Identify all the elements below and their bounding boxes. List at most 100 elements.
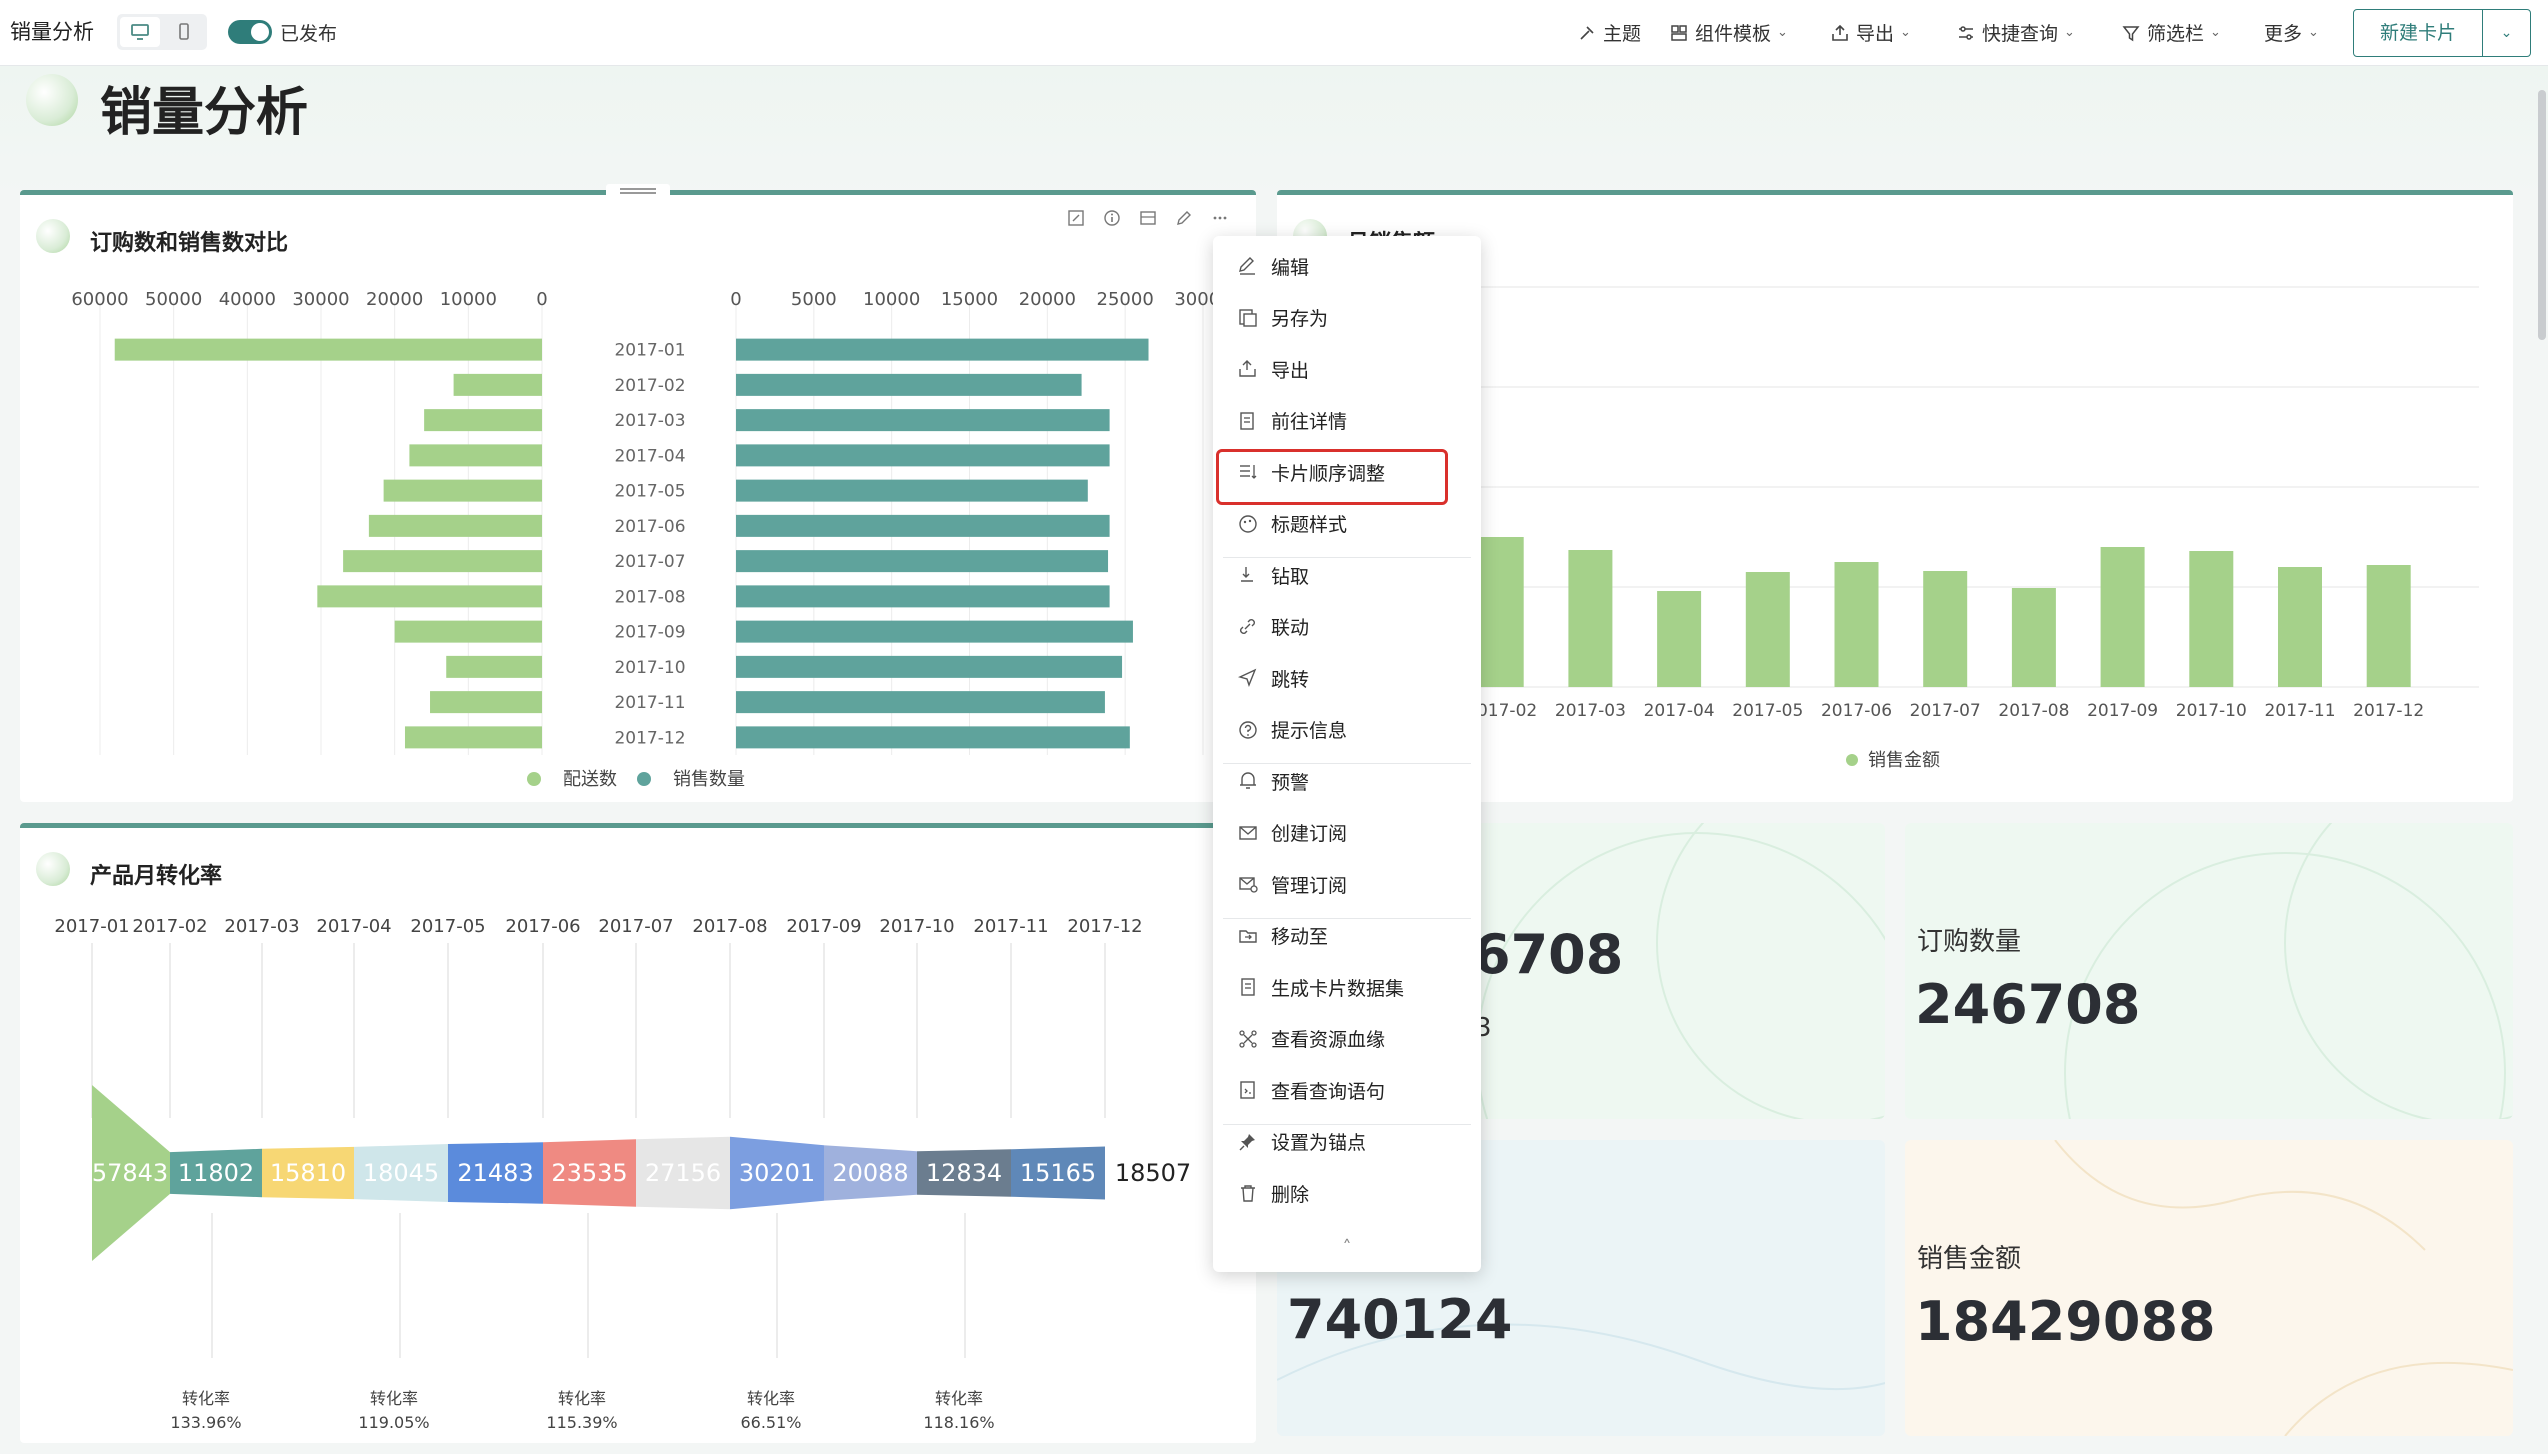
flow-segment[interactable] [262, 1146, 354, 1200]
flow-segment[interactable] [354, 1144, 448, 1202]
page-scrollbar[interactable] [2538, 90, 2546, 340]
device-toggle [117, 14, 207, 50]
more-icon[interactable] [1211, 209, 1229, 231]
column-sales-amount[interactable] [1834, 562, 1879, 687]
bar-delivery[interactable] [114, 338, 542, 361]
export-menu[interactable]: 导出 ⌄ [1830, 19, 1911, 46]
flow-segment[interactable] [543, 1139, 636, 1207]
flow-segment[interactable] [170, 1148, 262, 1198]
edit-icon[interactable] [1175, 209, 1193, 231]
flow-segment[interactable] [448, 1142, 543, 1204]
bar-delivery[interactable] [453, 373, 542, 396]
column-sales-amount[interactable] [2011, 588, 2056, 687]
menu-item[interactable]: 前往详情 [1237, 401, 1347, 441]
menu-item[interactable]: 提示信息 [1237, 710, 1347, 750]
publish-toggle[interactable] [228, 20, 272, 44]
bar-delivery[interactable] [446, 655, 542, 678]
column-sales-amount[interactable] [2100, 547, 2145, 687]
bar-sales-qty[interactable] [736, 373, 1082, 396]
bar-delivery[interactable] [368, 514, 542, 537]
bar-sales-qty[interactable] [736, 620, 1133, 643]
column-sales-amount[interactable] [2278, 567, 2322, 687]
card-monthly-sales[interactable]: 月销售额 012017-022017-032017-042017-052017-… [1277, 190, 2513, 802]
category-label: 2017-12 [614, 728, 685, 748]
kpi-card-sales-amount[interactable]: 销售金额 18429088 [1905, 1140, 2513, 1436]
new-card-button[interactable]: 新建卡片 [2379, 22, 2456, 44]
bar-sales-qty[interactable] [736, 479, 1088, 502]
bar-delivery[interactable] [317, 585, 542, 608]
column-sales-amount[interactable] [2189, 551, 2234, 687]
bar-sales-qty[interactable] [736, 691, 1105, 714]
chevron-down-icon: ⌄ [2064, 25, 2075, 40]
menu-item[interactable]: 管理订阅 [1237, 864, 1347, 904]
bar-delivery[interactable] [409, 444, 542, 467]
card-conversion[interactable]: 产品月转化率 2017-01 2017-02 2017-03 2017-04 2017-… [20, 823, 1256, 1443]
bar-sales-qty[interactable] [736, 550, 1109, 573]
bar-sales-qty[interactable] [736, 585, 1110, 608]
kpi-background-pattern [2054, 1140, 2513, 1436]
bar-delivery[interactable] [343, 550, 542, 573]
drag-handle[interactable] [606, 184, 670, 198]
bar-delivery[interactable] [394, 620, 542, 643]
fullscreen-icon[interactable] [1067, 209, 1085, 231]
menu-item[interactable]: 删除 [1237, 1173, 1309, 1213]
menu-item[interactable]: 生成卡片数据集 [1237, 967, 1404, 1007]
bar-sales-qty[interactable] [736, 444, 1110, 467]
menu-item[interactable]: 联动 [1237, 607, 1309, 647]
filter-menu[interactable]: 筛选栏 ⌄ [2121, 19, 2221, 46]
menu-item[interactable]: 查看资源血缘 [1237, 1019, 1385, 1059]
menu-item[interactable]: 移动至 [1237, 916, 1328, 956]
menu-item[interactable]: 钻取 [1237, 555, 1309, 595]
new-card-dropdown[interactable]: ⌄ [2482, 10, 2530, 56]
card-title-decoration [36, 852, 70, 886]
menu-item[interactable]: 设置为锚点 [1237, 1122, 1366, 1162]
template-menu[interactable]: 组件模板 ⌄ [1669, 19, 1788, 46]
bar-delivery[interactable] [383, 479, 542, 502]
desktop-view-button[interactable] [120, 17, 160, 47]
mobile-view-button[interactable] [164, 17, 204, 47]
menu-item[interactable]: 导出 [1237, 349, 1309, 389]
column-sales-amount[interactable] [1657, 591, 1702, 687]
flow-segment[interactable] [1011, 1146, 1105, 1200]
edit-icon [1237, 255, 1259, 277]
menu-item[interactable]: 查看查询语句 [1237, 1070, 1385, 1110]
card-order-vs-sales[interactable]: 订购数和销售数对比 60000 50000 40000 30000 20000 10000… [20, 190, 1256, 802]
menu-item[interactable]: 编辑 [1237, 246, 1309, 286]
bar-sales-qty[interactable] [736, 655, 1123, 678]
flow-segment[interactable] [917, 1149, 1011, 1197]
menu-item-label: 设置为锚点 [1271, 1132, 1367, 1154]
bar-delivery[interactable] [430, 691, 542, 714]
column-sales-amount[interactable] [1923, 571, 1968, 687]
flow-segment[interactable] [730, 1136, 824, 1210]
flow-segment[interactable] [636, 1136, 730, 1210]
kpi-card-order-qty[interactable]: 订购数量 246708 [1905, 823, 2513, 1119]
bar-sales-qty[interactable] [736, 338, 1149, 361]
month-label: 2017-01 [54, 916, 129, 937]
menu-item[interactable]: 跳转 [1237, 658, 1309, 698]
more-menu[interactable]: 更多 ⌄ [2264, 19, 2319, 46]
bar-sales-qty[interactable] [736, 514, 1110, 537]
menu-item[interactable]: 创建订阅 [1237, 813, 1347, 853]
column-sales-amount[interactable] [2366, 565, 2411, 687]
value-label: 57843 [92, 1159, 168, 1187]
theme-menu[interactable]: 主题 [1577, 19, 1641, 46]
table-view-icon[interactable] [1139, 209, 1157, 231]
collapse-chevron-icon[interactable]: ˄ [1342, 1237, 1352, 1258]
column-sales-amount[interactable] [1568, 550, 1613, 687]
column-sales-amount[interactable] [1479, 537, 1524, 687]
menu-item[interactable]: 预警 [1237, 761, 1309, 801]
flow-segment[interactable] [92, 1085, 170, 1261]
flow-segment[interactable] [824, 1145, 917, 1201]
bar-sales-qty[interactable] [736, 409, 1110, 432]
menu-item[interactable]: 标题样式 [1237, 504, 1347, 544]
info-icon[interactable] [1103, 209, 1121, 231]
bar-delivery[interactable] [424, 409, 542, 432]
right-axis-tick: 10000 [863, 289, 920, 310]
menu-item[interactable]: 另存为 [1237, 298, 1328, 338]
quick-query-menu[interactable]: 快捷查询 ⌄ [1956, 19, 2075, 46]
column-sales-amount[interactable] [1745, 572, 1790, 687]
menu-item-label: 查看查询语句 [1271, 1080, 1386, 1103]
bar-delivery[interactable] [404, 726, 542, 749]
menu-item[interactable]: 卡片顺序调整 [1237, 452, 1385, 492]
bar-sales-qty[interactable] [736, 726, 1130, 749]
